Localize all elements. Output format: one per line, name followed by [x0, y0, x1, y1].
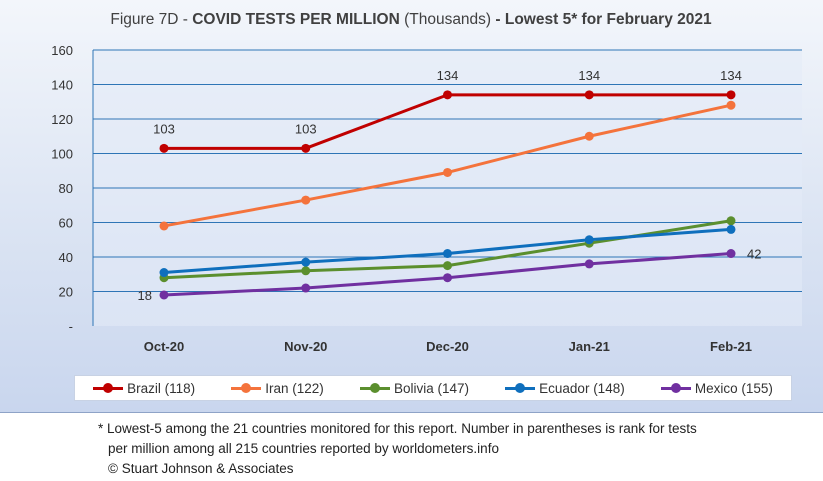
- footnote: * Lowest-5 among the 21 countries monito…: [98, 419, 798, 479]
- legend-label: Ecuador (148): [539, 380, 625, 396]
- legend-swatch-marker: [369, 383, 380, 393]
- data-point: [301, 143, 311, 153]
- data-point: [443, 167, 452, 177]
- legend-label: Iran (122): [265, 380, 324, 396]
- footnote-line-1: * Lowest-5 among the 21 countries monito…: [98, 421, 697, 436]
- legend-item: Bolivia (147): [359, 380, 469, 396]
- x-tick-label: Nov-20: [284, 339, 327, 354]
- data-point: [301, 266, 311, 276]
- data-label: 134: [578, 68, 600, 83]
- y-tick-label: 60: [59, 216, 73, 231]
- x-axis-ticks: Oct-20 Nov-20 Dec-20 Jan-21 Feb-21: [144, 339, 752, 354]
- title-main: COVID TESTS PER MILLION: [192, 11, 400, 28]
- legend-swatch: [359, 382, 390, 394]
- series-4: [159, 249, 736, 300]
- legend: Brazil (118) Iran (122) Bolivia (147) Ecuad…: [74, 375, 792, 401]
- data-point: [726, 90, 736, 100]
- x-tick-label: Jan-21: [569, 339, 610, 354]
- series-3: [159, 224, 736, 278]
- data-point: [726, 100, 736, 110]
- data-point: [159, 143, 169, 153]
- y-tick-label: 100: [51, 147, 73, 162]
- x-tick-label: Oct-20: [144, 339, 184, 354]
- y-axis-ticks: - 20 40 60 80 100 120 140 160: [51, 43, 73, 334]
- legend-swatch: [505, 382, 536, 394]
- data-label: 103: [295, 121, 317, 136]
- data-label: 103: [153, 121, 175, 136]
- data-point: [443, 273, 452, 283]
- y-tick-label: 20: [59, 285, 73, 300]
- data-label: 18: [138, 288, 152, 303]
- x-tick-label: Dec-20: [426, 339, 469, 354]
- y-tick-label: 80: [59, 181, 73, 196]
- data-point: [584, 259, 594, 269]
- legend-swatch-marker: [241, 383, 252, 393]
- data-point: [584, 131, 594, 141]
- line-chart: Figure 7D - COVID TESTS PER MILLION (Tho…: [51, 11, 802, 354]
- title-unit: (Thousands): [400, 11, 491, 28]
- series-lines: [159, 90, 736, 300]
- data-point: [584, 90, 594, 100]
- legend-swatch-marker: [103, 383, 114, 393]
- x-tick-label: Feb-21: [710, 339, 752, 354]
- data-label: 134: [720, 68, 742, 83]
- data-point: [301, 195, 311, 205]
- legend-swatch-marker: [670, 383, 681, 393]
- data-label: 134: [437, 68, 459, 83]
- y-tick-label: 40: [59, 250, 73, 265]
- data-point: [301, 257, 311, 267]
- data-point: [726, 249, 736, 259]
- data-point: [726, 216, 736, 226]
- data-point: [159, 268, 169, 278]
- title-suffix: - Lowest 5* for February 2021: [491, 11, 712, 28]
- data-point: [301, 283, 311, 293]
- data-label: 42: [747, 247, 761, 262]
- data-point: [584, 235, 594, 245]
- data-point: [159, 221, 169, 231]
- series-1: [159, 100, 736, 231]
- legend-swatch: [660, 382, 691, 394]
- series-0: [159, 90, 736, 153]
- footnote-line-2: per million among all 215 countries repo…: [108, 441, 499, 456]
- legend-item: Iran (122): [231, 381, 324, 396]
- y-tick-label: -: [69, 319, 73, 334]
- title-prefix: Figure 7D -: [110, 11, 192, 28]
- legend-swatch-marker: [515, 383, 526, 393]
- legend-item: Ecuador (148): [505, 381, 625, 396]
- y-tick-label: 120: [51, 112, 73, 127]
- data-point: [443, 90, 452, 100]
- data-point: [443, 249, 452, 259]
- data-labels: 103 103 134 134 134 18 42: [138, 68, 762, 303]
- legend-swatch: [93, 382, 124, 394]
- data-point: [726, 224, 736, 234]
- legend-swatch: [231, 382, 262, 394]
- legend-item: Mexico (155): [660, 380, 773, 396]
- legend-label: Bolivia (147): [393, 380, 469, 396]
- legend-label: Brazil (118): [127, 380, 196, 396]
- data-point: [159, 290, 169, 300]
- data-point: [443, 261, 452, 271]
- footnote-line-3: © Stuart Johnson & Associates: [108, 461, 294, 476]
- chart-panel: Figure 7D - COVID TESTS PER MILLION (Tho…: [0, 0, 823, 413]
- y-tick-label: 140: [51, 78, 73, 93]
- legend-label: Mexico (155): [694, 380, 773, 396]
- chart-title: Figure 7D - COVID TESTS PER MILLION (Tho…: [110, 11, 712, 28]
- y-tick-label: 160: [51, 43, 73, 58]
- legend-item: Brazil (118): [93, 381, 195, 396]
